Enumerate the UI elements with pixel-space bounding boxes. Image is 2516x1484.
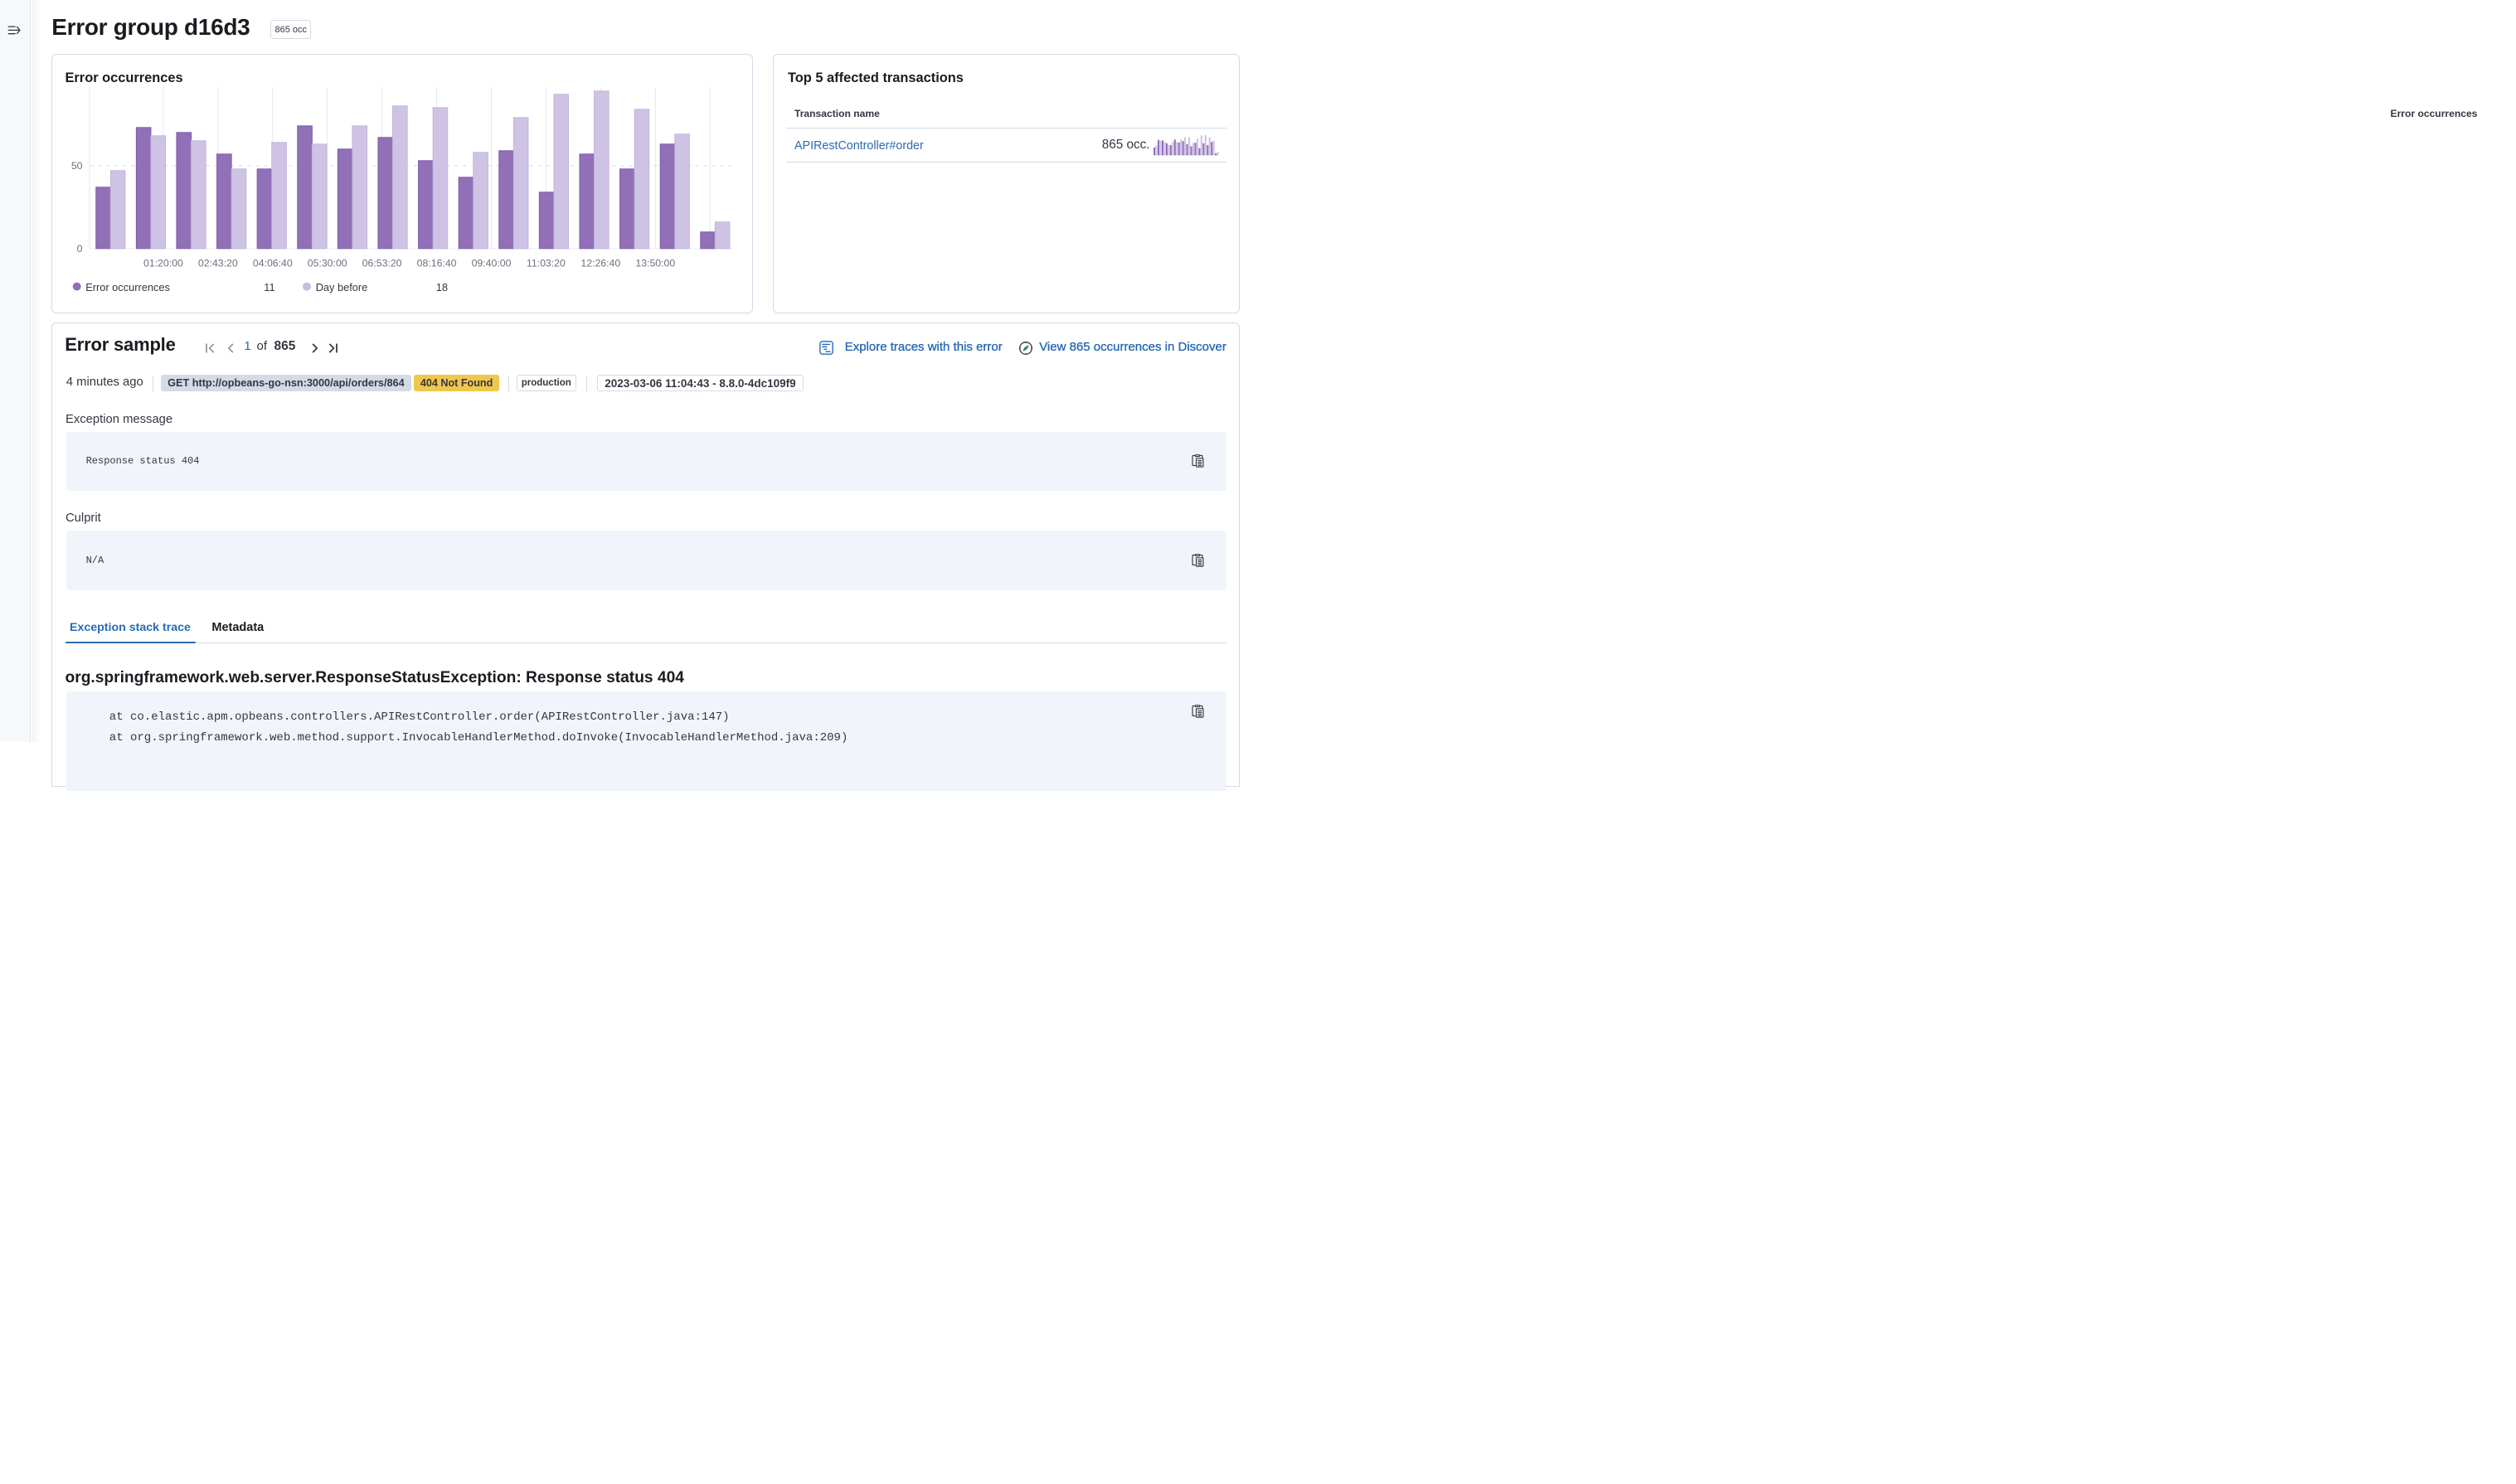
svg-text:11: 11 — [264, 281, 274, 293]
svg-text:Error occurrences: Error occurrences — [85, 281, 170, 293]
svg-text:Day before: Day before — [316, 281, 368, 293]
svg-text:04:06:40: 04:06:40 — [253, 258, 293, 269]
svg-text:18: 18 — [436, 281, 448, 293]
svg-text:06:53:20: 06:53:20 — [362, 258, 402, 269]
svg-text:09:40:00: 09:40:00 — [472, 258, 512, 269]
svg-text:01:20:00: 01:20:00 — [143, 258, 183, 269]
svg-text:11:03:20: 11:03:20 — [527, 258, 566, 269]
svg-text:05:30:00: 05:30:00 — [308, 258, 347, 269]
svg-text:13:50:00: 13:50:00 — [635, 258, 675, 269]
svg-text:0: 0 — [77, 243, 83, 255]
svg-text:08:16:40: 08:16:40 — [417, 258, 457, 269]
svg-text:02:43:20: 02:43:20 — [198, 258, 238, 269]
svg-text:12:26:40: 12:26:40 — [580, 258, 620, 269]
svg-text:50: 50 — [71, 160, 83, 172]
